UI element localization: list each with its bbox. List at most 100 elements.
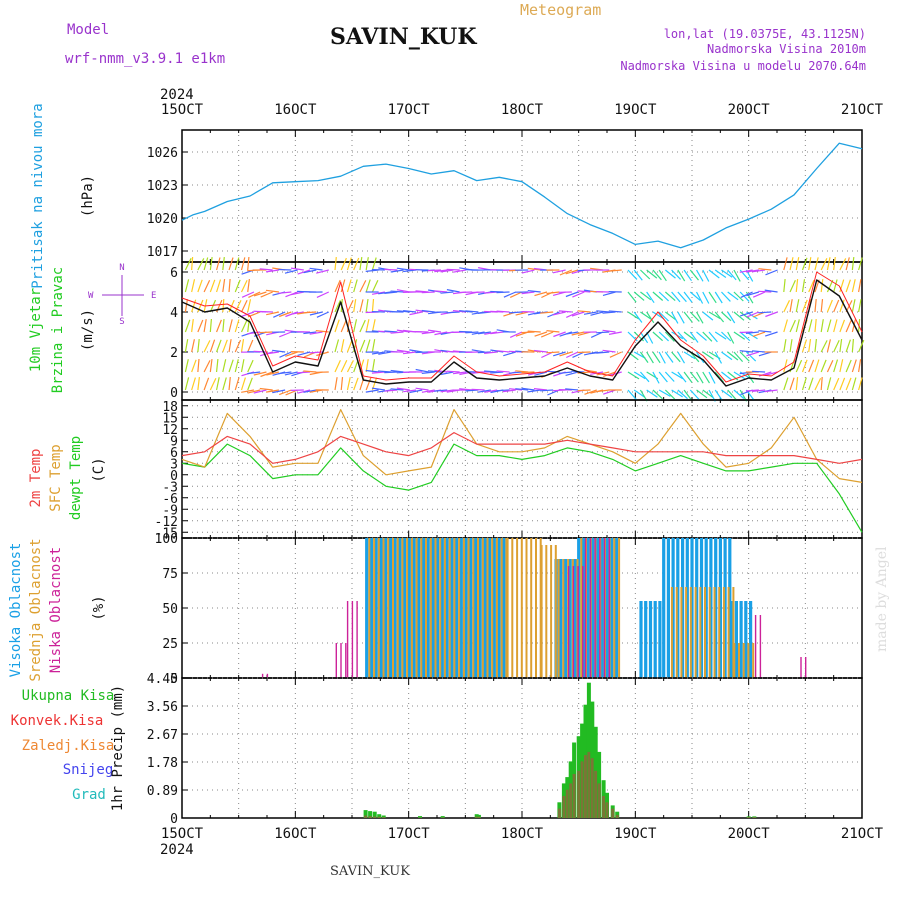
wind-barb — [334, 299, 341, 313]
wind-barb — [403, 389, 417, 393]
wind-barb — [627, 389, 637, 401]
precip-y-tick-label: 0 — [170, 812, 178, 827]
precip-conv-bar — [580, 761, 584, 818]
cloud-bar — [666, 538, 670, 678]
cloud-bar — [495, 538, 498, 678]
wind-barb — [583, 311, 597, 315]
wind-barb — [234, 377, 240, 391]
wind-barb — [820, 258, 828, 271]
cloud-bar — [481, 538, 484, 678]
cloud-bar — [714, 538, 718, 678]
wind-barb — [752, 269, 766, 273]
wind-barb — [396, 387, 410, 391]
wind-speed-line — [181, 279, 863, 387]
wind-barb — [683, 371, 693, 383]
wind-barb — [515, 388, 529, 391]
wind-barb — [745, 331, 759, 334]
cloud-bar — [685, 587, 688, 678]
cloud-bar — [694, 587, 697, 678]
wind-barb — [309, 331, 323, 335]
cloud-bar — [346, 601, 349, 678]
wind-barb — [652, 351, 661, 364]
wind-barb — [247, 299, 252, 313]
wind-barb — [459, 371, 473, 376]
precip-conv-bar — [477, 816, 481, 818]
wind-barb — [696, 291, 704, 304]
wind-barb — [484, 370, 498, 373]
cloud-bar — [723, 538, 727, 678]
wind-barb — [577, 310, 591, 313]
wind-barb — [247, 359, 254, 373]
wind-barb — [633, 311, 643, 323]
cloud-bar — [591, 538, 595, 678]
wind-barb — [278, 389, 292, 396]
wind-barb — [534, 291, 548, 297]
wind-barb — [421, 291, 435, 294]
wind-barb — [565, 269, 579, 275]
cloud-bar — [752, 643, 755, 678]
cloud-bar — [749, 601, 753, 678]
wind-barb — [540, 389, 554, 392]
wind-barb — [627, 269, 638, 280]
precip-conv-bar — [572, 774, 576, 818]
wind-barb — [640, 291, 652, 301]
wind-barb — [845, 377, 852, 391]
wind-barb — [714, 269, 727, 278]
wind-barb — [309, 267, 323, 271]
cloud-bar — [356, 601, 358, 678]
wind-barb — [446, 268, 460, 271]
wind-barb — [820, 359, 827, 373]
wind-barb — [608, 331, 622, 335]
wind-barb — [677, 389, 688, 400]
cloud-bar — [421, 538, 425, 678]
cloud-bar — [605, 538, 609, 678]
bottom-x-tick-label: 16OCT — [274, 826, 317, 842]
wind-barb — [658, 331, 670, 342]
wind-barb — [727, 269, 737, 281]
cloud-bar — [365, 538, 369, 678]
clouds-panel: 0 25 50 75 100 Visoka Oblacnost Srednja Oblacn… — [8, 532, 863, 687]
cloud-bar — [573, 559, 577, 678]
cloud-bar — [599, 538, 601, 678]
wind-barb — [496, 310, 510, 313]
wind-barb — [633, 389, 646, 398]
wind-barb — [558, 371, 572, 374]
temperature-y-tick-label: 18 — [162, 400, 178, 415]
cloud-bar — [744, 601, 748, 678]
wind-barb — [434, 331, 448, 336]
precip-total-bar — [372, 811, 377, 818]
wind-barb — [665, 311, 677, 321]
wind-barb — [740, 311, 753, 317]
wind-barb — [247, 331, 261, 335]
wind-barb — [745, 269, 759, 273]
wind-barb — [833, 377, 840, 391]
wind-barb — [603, 371, 616, 377]
wind-barb — [515, 311, 529, 316]
wind-barb — [353, 257, 360, 271]
wind-barb — [733, 351, 744, 363]
precip-conv-bar — [594, 770, 598, 818]
cloud-bar — [582, 566, 584, 678]
wind-barb — [820, 299, 824, 313]
wind-barb — [384, 330, 398, 333]
wind-barb — [696, 311, 704, 324]
cloud-bar — [458, 538, 461, 678]
wind-barb — [646, 269, 658, 279]
cloud-bar — [577, 566, 579, 678]
cloud-bar — [384, 538, 388, 678]
wind-barb — [440, 371, 454, 376]
wind-barb — [434, 389, 448, 392]
wind-barb — [384, 371, 398, 374]
wind-barb — [664, 291, 676, 302]
cloud-bar — [754, 615, 757, 678]
top-date-axis: 15OCT 16OCT 17OCT 18OCT 19OCT 20OCT 21OCT — [161, 102, 884, 118]
panels: 15OCT 16OCT 17OCT 18OCT 19OCT 20OCT 21OCT10171… — [8, 103, 884, 842]
cloud-bar — [708, 587, 711, 678]
precip-legend-2: Zaledj.Kisa — [22, 738, 115, 754]
lonlat-label: lon,lat (19.0375E, 43.1125N) — [664, 27, 866, 41]
wind-barb — [826, 377, 832, 391]
wind-barb — [658, 371, 668, 383]
wind-barb — [191, 339, 195, 353]
wind-barb — [689, 269, 699, 281]
